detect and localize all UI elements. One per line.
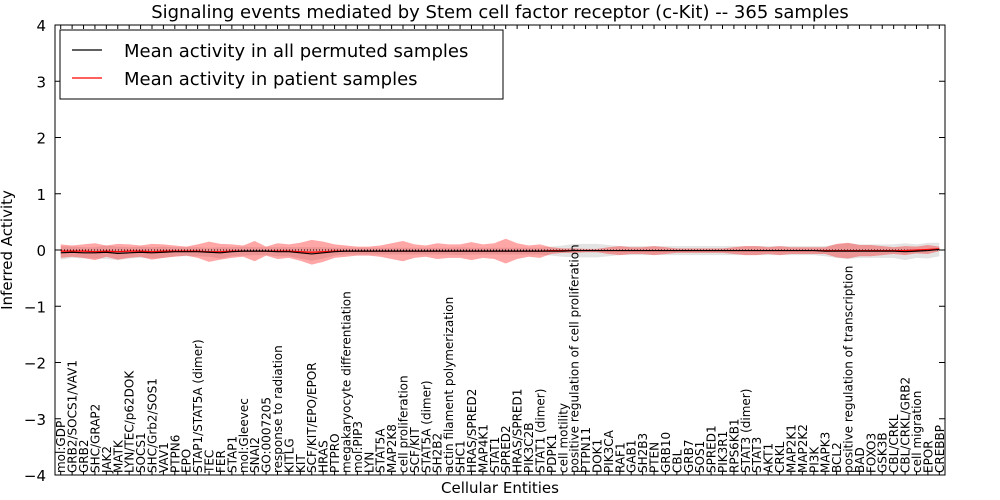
x-tick-label: HRAS/SPRED1 [511,389,525,473]
x-tick-label: SPRED1 [705,425,719,473]
x-tick-label: FER [214,450,228,473]
legend-label-permuted: Mean activity in all permuted samples [124,41,468,62]
x-tick-label: SH2B2 [431,433,445,473]
x-tick-label: CBL/CRKL/GRB2 [899,377,913,473]
x-tick-label: DOK1 [590,439,604,473]
x-tick-label: SPRED2 [499,425,513,473]
x-tick-label: GRB7 [682,439,696,473]
y-tick-label: −4 [24,467,46,485]
x-axis-label: Cellular Entities [441,479,559,497]
legend-label-patient: Mean activity in patient samples [124,69,418,90]
x-tick-label: AKT1 [762,443,776,473]
x-tick-label: MAP2K1 [784,424,798,473]
x-tick-label: SNAI2 [248,437,262,473]
x-tick-label: GRB2 [77,439,91,473]
x-tick-label: STAT1 (dimer) [533,389,547,473]
x-tick-label: VAV1 [157,442,171,473]
y-tick-label: 2 [36,130,46,148]
x-tick-label: PTPN11 [579,427,593,473]
x-tick-label: TEC [203,450,217,474]
x-tick-label: mol:GDP [54,421,68,473]
chart-title: Signaling events mediated by Stem cell f… [151,2,849,23]
x-tick-label: STAT5A (dimer) [419,380,433,473]
x-tick-label: EPOR [921,440,935,473]
legend: Mean activity in all permuted samples Me… [59,29,504,100]
x-tick-label: KITLG [282,438,296,473]
x-tick-label: PDPK1 [545,434,559,473]
x-tick-label: response to radiation [271,345,285,473]
x-tick-label: PTEN [648,442,662,473]
x-tick-label: GRB10 [659,432,673,473]
x-tick-label: SHC1 [454,440,468,473]
x-tick-label: STAT3 [750,437,764,473]
x-axis: mol:GDPGRB2/SOCS1/VAV1GRB2SHC/GRAP2JAK2M… [54,25,947,475]
y-tick-label: 3 [36,73,46,91]
x-tick-label: BCL2 [830,442,844,473]
x-tick-label: BAD [853,447,867,473]
series-line-0 [60,248,940,255]
x-tick-label: MATK [111,439,125,473]
x-tick-label: RAF1 [613,442,627,473]
x-tick-label: MAP4K1 [476,424,490,473]
x-tick-label: STAP1/STAT5A (dimer) [191,339,205,473]
x-tick-label: KIT [294,454,308,473]
x-tick-label: positive regulation of cell proliferatio… [568,244,582,473]
x-tick-label: PIK3R1 [716,431,730,473]
x-tick-label: HRAS [317,440,331,473]
x-tick-label: MAP2K8 [385,424,399,473]
x-tick-label: RPS6KB1 [727,418,741,473]
x-tick-label: SHC/Grb2/SOS1 [145,378,159,473]
x-tick-label: CBL/CRKL [887,414,901,473]
x-tick-label: STAT1 [488,437,502,473]
x-tick-label: STAP1 [225,436,239,473]
y-axis-label: Inferred Activity [0,190,16,310]
x-tick-label: PTPN6 [168,435,182,473]
x-tick-label: cell motility [556,403,570,473]
x-tick-label: SOCS1 [134,432,148,473]
x-tick-label: JAK2 [100,446,114,474]
x-tick-label: SH2B3 [636,433,650,473]
x-tick-label: PIK3CA [602,429,616,473]
x-tick-label: GSK3B [876,432,890,473]
x-tick-label: SCF/KIT/EPO/EPOR [305,362,319,473]
x-tick-label: cell migration [910,391,924,473]
x-tick-label: MAPK3 [819,432,833,473]
x-tick-label: PIK3C2B [522,422,536,473]
x-tick-label: PI3K [807,446,821,473]
x-tick-label: cell proliferation [397,375,411,473]
x-tick-label: mol:Gleevec [237,398,251,473]
x-tick-label: EPO [180,449,194,473]
x-tick-label: PTPRO [328,433,342,473]
legend-box [59,29,504,100]
series-lines [60,248,940,255]
x-tick-label: GRB2/SOCS1/VAV1 [66,360,80,473]
x-tick-label: SCF/KIT [408,427,422,473]
x-tick-label: CBL [670,449,684,473]
x-tick-label: LYN [362,452,376,473]
y-tick-label: −3 [24,411,46,429]
y-tick-label: 1 [36,186,46,204]
y-tick-label: −2 [24,355,46,373]
x-tick-label: SOS1 [693,441,707,473]
y-tick-label: 0 [36,242,46,260]
x-tick-label: LYN/TEC/p62DOK [123,370,137,473]
x-tick-label: FOXO3 [864,433,878,473]
y-tick-label: −1 [24,298,46,316]
x-tick-label: HRAS/SPRED2 [465,389,479,473]
x-tick-label: CRKL [773,441,787,473]
x-tick-label: actin filament polymerization [442,297,456,473]
x-tick-label: CREBBP [933,425,947,473]
x-tick-label: mol:PIP3 [351,421,365,473]
x-tick-label: positive regulation of transcription [842,266,856,473]
x-tick-label: SHC/GRAP2 [88,404,102,473]
x-tick-label: megakaryocyte differentiation [339,291,353,473]
y-axis: −4 −3 −2 −1 0 1 2 3 4 [24,17,945,485]
x-tick-label: GO:0007205 [260,397,274,473]
x-tick-label: GAB1 [625,440,639,473]
x-tick-label: MAP2K2 [796,424,810,473]
x-tick-label: STAT5A [374,428,388,473]
x-tick-label: STAT3 (dimer) [739,389,753,473]
y-tick-label: 4 [36,17,46,35]
